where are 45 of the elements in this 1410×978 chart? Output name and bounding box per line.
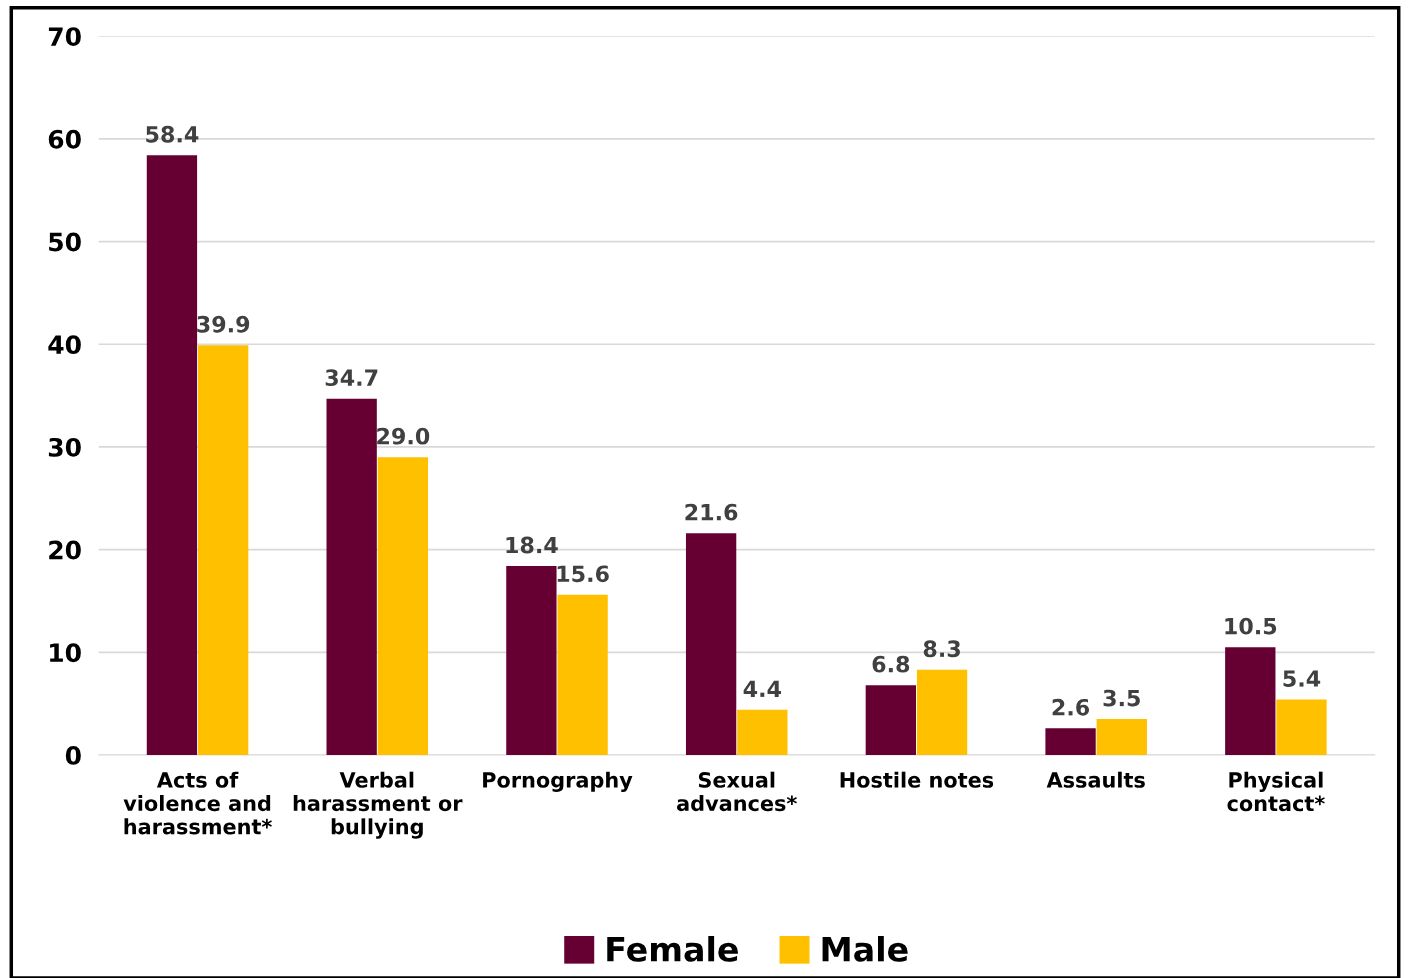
data-label: 3.5	[1103, 689, 1140, 707]
y-tick-label: 0	[65, 745, 81, 765]
bar	[865, 685, 916, 756]
data-label: 2.6	[1052, 698, 1090, 716]
data-label: 5.4	[1283, 670, 1321, 687]
data-label: 4.4	[743, 680, 781, 697]
bar	[198, 345, 249, 756]
y-tick-label: 50	[49, 232, 81, 252]
bar	[916, 669, 968, 756]
data-label: 39.9	[197, 315, 250, 333]
bar	[146, 155, 198, 756]
x-tick-label: Physical contact*	[1227, 771, 1325, 812]
data-label: 34.7	[325, 369, 378, 387]
x-tick-label: Sexual advances*	[677, 771, 797, 812]
data-label: 10.5	[1225, 617, 1277, 635]
bar	[1225, 647, 1276, 756]
bar	[506, 566, 557, 756]
y-tick-label: 60	[48, 129, 81, 149]
bar	[326, 398, 377, 756]
y-tick-label: 30	[48, 437, 81, 457]
data-label: 8.3	[923, 640, 960, 658]
bar	[377, 457, 429, 756]
x-tick-label: Hostile notes	[840, 771, 994, 788]
bar	[685, 533, 737, 756]
legend-label: Female	[607, 935, 738, 962]
bar	[1045, 728, 1096, 756]
data-label: 58.4	[146, 125, 199, 143]
y-tick-label: 70	[48, 27, 81, 47]
x-tick-label: Acts of violence and harassment*	[123, 771, 272, 835]
bar	[1276, 699, 1327, 756]
data-label: 6.8	[872, 655, 910, 673]
y-tick-label: 10	[50, 643, 81, 663]
bar	[1096, 719, 1147, 756]
data-label: 18.4	[506, 536, 558, 554]
y-tick-label: 20	[49, 540, 81, 560]
x-tick-label: Verbal harassment or bullying	[293, 771, 463, 839]
x-tick-label: Pornography	[483, 771, 633, 793]
data-label: 29.0	[377, 427, 430, 445]
x-tick-label: Assaults	[1046, 771, 1145, 788]
bar	[737, 709, 788, 756]
data-label: 15.6	[557, 565, 609, 583]
legend-label: Male	[822, 935, 908, 962]
y-tick-label: 40	[48, 335, 81, 355]
data-label: 21.6	[685, 503, 738, 521]
bar	[557, 594, 608, 756]
